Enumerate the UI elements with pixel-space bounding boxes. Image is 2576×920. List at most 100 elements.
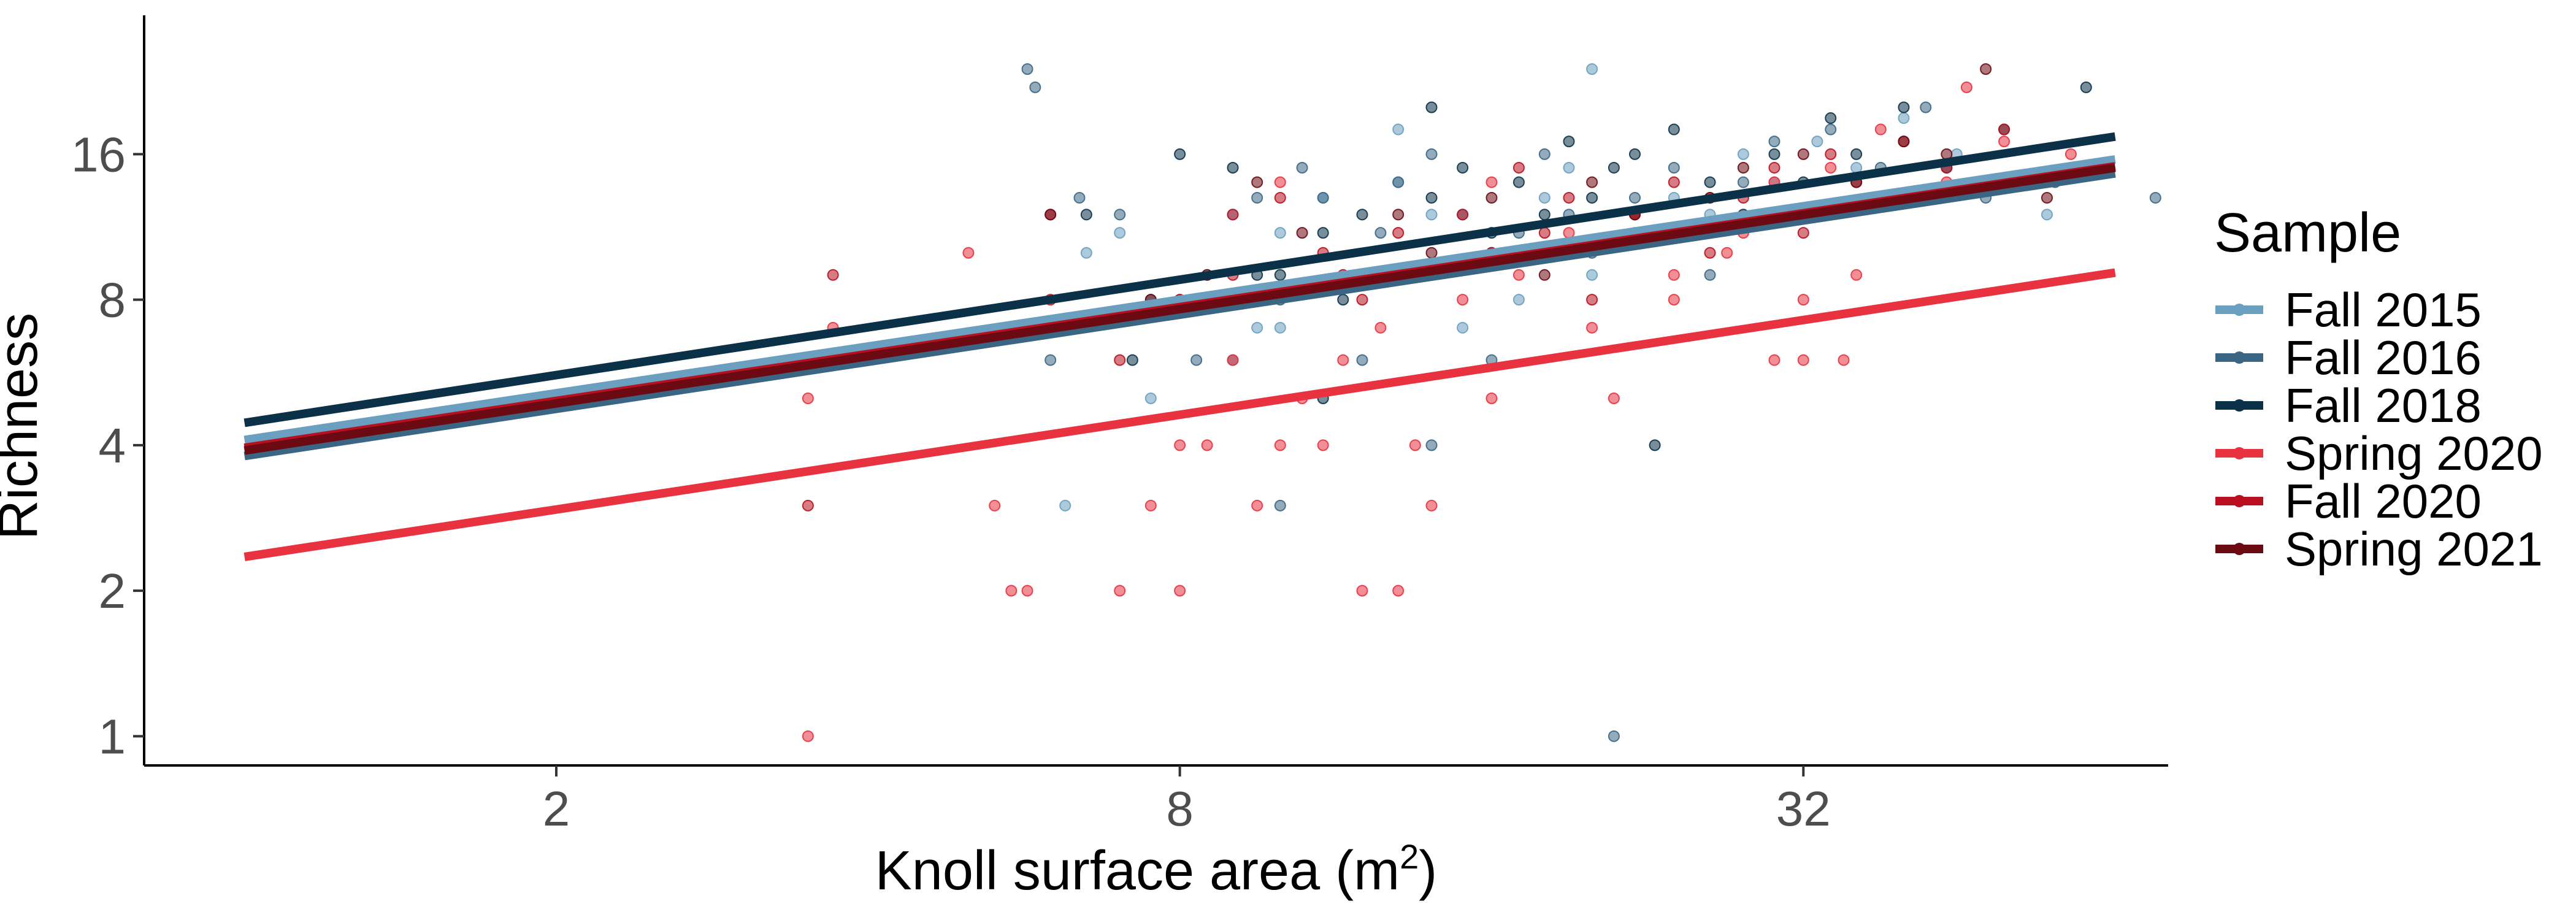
data-point	[1190, 354, 1203, 366]
data-point	[1144, 499, 1157, 512]
data-point	[1838, 354, 1850, 366]
data-point	[827, 269, 839, 281]
legend-label: Fall 2015	[2285, 283, 2482, 337]
data-point	[1850, 269, 1863, 281]
legend-key-point	[2233, 495, 2245, 507]
legend-label: Fall 2020	[2285, 474, 2482, 528]
data-point	[1144, 392, 1157, 404]
data-point	[1392, 227, 1405, 239]
fit-lines-layer	[243, 132, 2116, 561]
data-point	[1512, 269, 1525, 281]
x-axis-title-unit-close: )	[1419, 840, 1437, 902]
data-point	[1251, 176, 1263, 188]
data-point	[1274, 269, 1286, 281]
data-point	[1512, 176, 1525, 188]
x-axis-title-unit-open: (	[1320, 840, 1354, 902]
data-point	[1898, 136, 1910, 148]
y-axis-title: Richness	[0, 313, 49, 540]
data-point	[1126, 354, 1138, 366]
data-point	[1425, 247, 1438, 259]
x-axis-title: Knoll surface area (m2)	[875, 837, 1438, 902]
data-point	[1768, 354, 1781, 366]
data-point	[1920, 101, 1932, 113]
data-point	[2041, 209, 2053, 221]
data-point	[1704, 176, 1716, 188]
legend-label: Fall 2018	[2285, 378, 2482, 432]
data-point	[1538, 191, 1551, 204]
data-point	[2064, 148, 2077, 160]
data-point	[1768, 136, 1781, 148]
x-axis-title-unit-exponent: 2	[1400, 837, 1419, 876]
data-point	[1425, 101, 1438, 113]
data-point	[1317, 439, 1329, 451]
data-point	[1629, 191, 1641, 204]
data-point	[1825, 123, 1837, 136]
data-point	[1797, 354, 1809, 366]
legend-title: Sample	[2214, 202, 2401, 264]
data-point	[1392, 209, 1405, 221]
data-point	[962, 247, 975, 259]
data-point	[1721, 247, 1733, 259]
data-point	[1317, 191, 1329, 204]
data-point	[1356, 294, 1368, 306]
points-layer	[802, 63, 2161, 742]
data-point	[1251, 191, 1263, 204]
data-point	[1457, 161, 1469, 174]
data-point	[1374, 321, 1387, 334]
data-point	[1586, 269, 1598, 281]
data-point	[1874, 123, 1887, 136]
data-point	[1005, 585, 1018, 597]
data-point	[1114, 209, 1126, 221]
data-point	[1512, 161, 1525, 174]
data-point	[1649, 439, 1661, 451]
data-point	[1980, 63, 1992, 75]
data-point	[1668, 161, 1680, 174]
data-point	[1538, 269, 1551, 281]
data-point	[1174, 439, 1186, 451]
data-point	[1337, 354, 1349, 366]
data-point	[1737, 148, 1749, 160]
y-tick-label: 16	[71, 127, 126, 182]
data-point	[1227, 209, 1239, 221]
data-point	[1485, 392, 1498, 404]
data-point	[1797, 227, 1809, 239]
data-point	[1512, 294, 1525, 306]
data-point	[1274, 227, 1286, 239]
data-point	[1563, 161, 1575, 174]
y-axis-ticks: 1 2 4 8 16	[71, 127, 144, 764]
data-point	[1425, 439, 1438, 451]
data-point	[1045, 354, 1057, 366]
data-point	[2041, 191, 2053, 204]
data-point	[1080, 247, 1092, 259]
data-point	[1392, 123, 1405, 136]
data-point	[1080, 209, 1092, 221]
data-point	[1356, 209, 1368, 221]
data-point	[1668, 123, 1680, 136]
x-axis-title-text: Knoll surface area	[875, 840, 1321, 902]
x-axis-ticks: 2 8 32	[543, 765, 1831, 836]
data-point	[1668, 176, 1680, 188]
data-point	[1392, 176, 1405, 188]
data-point	[1737, 161, 1749, 174]
data-point	[1174, 585, 1186, 597]
data-point	[1608, 730, 1620, 742]
data-point	[1538, 148, 1551, 160]
legend-key-point	[2233, 447, 2245, 459]
data-point	[1538, 209, 1551, 221]
data-point	[1704, 269, 1716, 281]
data-point	[1114, 585, 1126, 597]
data-point	[1898, 101, 1910, 113]
data-point	[1485, 191, 1498, 204]
data-point	[1563, 227, 1575, 239]
data-point	[1457, 321, 1469, 334]
y-tick-label: 1	[99, 709, 126, 764]
data-point	[1825, 112, 1837, 125]
fit-line	[243, 268, 2116, 561]
data-point	[1021, 585, 1033, 597]
data-point	[1457, 209, 1469, 221]
data-point	[1274, 176, 1286, 188]
fit-line	[243, 155, 2116, 445]
data-point	[1485, 176, 1498, 188]
data-point	[1296, 161, 1308, 174]
data-point	[1898, 112, 1910, 125]
